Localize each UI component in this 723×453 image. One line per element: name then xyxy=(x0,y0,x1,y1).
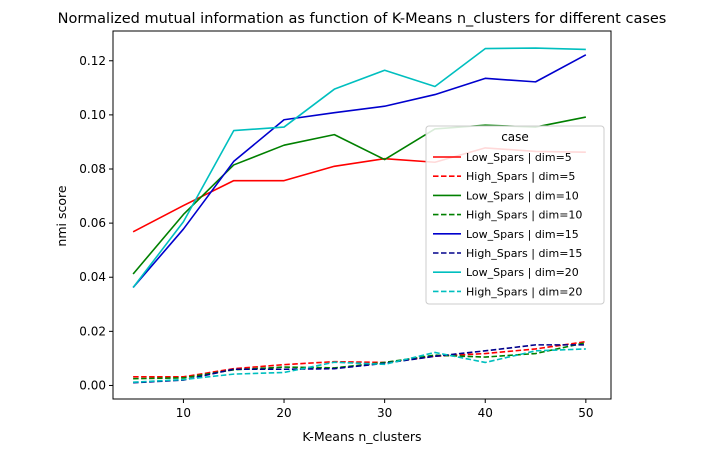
plot-frame xyxy=(112,30,612,400)
plot-area: 10 20 30 40 50 0.00 0.02 0.04 0.06 0.08 0.10 0.12 xyxy=(79,30,612,420)
series-line-8 xyxy=(133,348,586,384)
y-tick-label: 0.08 xyxy=(79,162,106,176)
x-axis-label: K-Means n_clusters xyxy=(302,429,421,444)
series-line-2 xyxy=(133,340,586,378)
x-tick-label: 10 xyxy=(176,406,191,420)
x-tick-label: 40 xyxy=(478,406,493,420)
series-line-7 xyxy=(132,47,586,289)
x-tick-label: 50 xyxy=(578,406,593,420)
legend-label-5: Low_Spars | dim=15 xyxy=(466,228,579,241)
legend-label-7: Low_Spars | dim=20 xyxy=(466,266,579,279)
x-tick-label: 20 xyxy=(276,406,291,420)
legend-label-8: High_Spars | dim=20 xyxy=(466,285,582,298)
y-tick-label: 0.04 xyxy=(79,270,106,284)
series-line-6 xyxy=(133,344,586,384)
chart-title: Normalized mutual information as functio… xyxy=(58,11,667,27)
y-tick-label: 0.12 xyxy=(79,54,106,68)
legend-label-1: Low_Spars | dim=5 xyxy=(466,151,572,164)
x-tick-label: 30 xyxy=(377,406,392,420)
legend-title: case xyxy=(501,130,529,144)
legend: case Low_Spars | dim=5 High_Spars | dim=5 L… xyxy=(425,125,605,305)
legend-box xyxy=(425,125,605,305)
y-axis-label: nmi score xyxy=(54,185,69,246)
y-tick-label: 0.06 xyxy=(79,216,106,230)
legend-label-4: High_Spars | dim=10 xyxy=(466,209,582,222)
y-tick-label: 0.02 xyxy=(79,324,106,338)
legend-label-6: High_Spars | dim=15 xyxy=(466,247,582,260)
series-line-5 xyxy=(132,54,587,289)
y-tick-label: 0.00 xyxy=(79,378,106,392)
legend-label-3: Low_Spars | dim=10 xyxy=(466,189,579,202)
legend-label-2: High_Spars | dim=5 xyxy=(466,170,575,183)
y-tick-label: 0.10 xyxy=(79,108,106,122)
